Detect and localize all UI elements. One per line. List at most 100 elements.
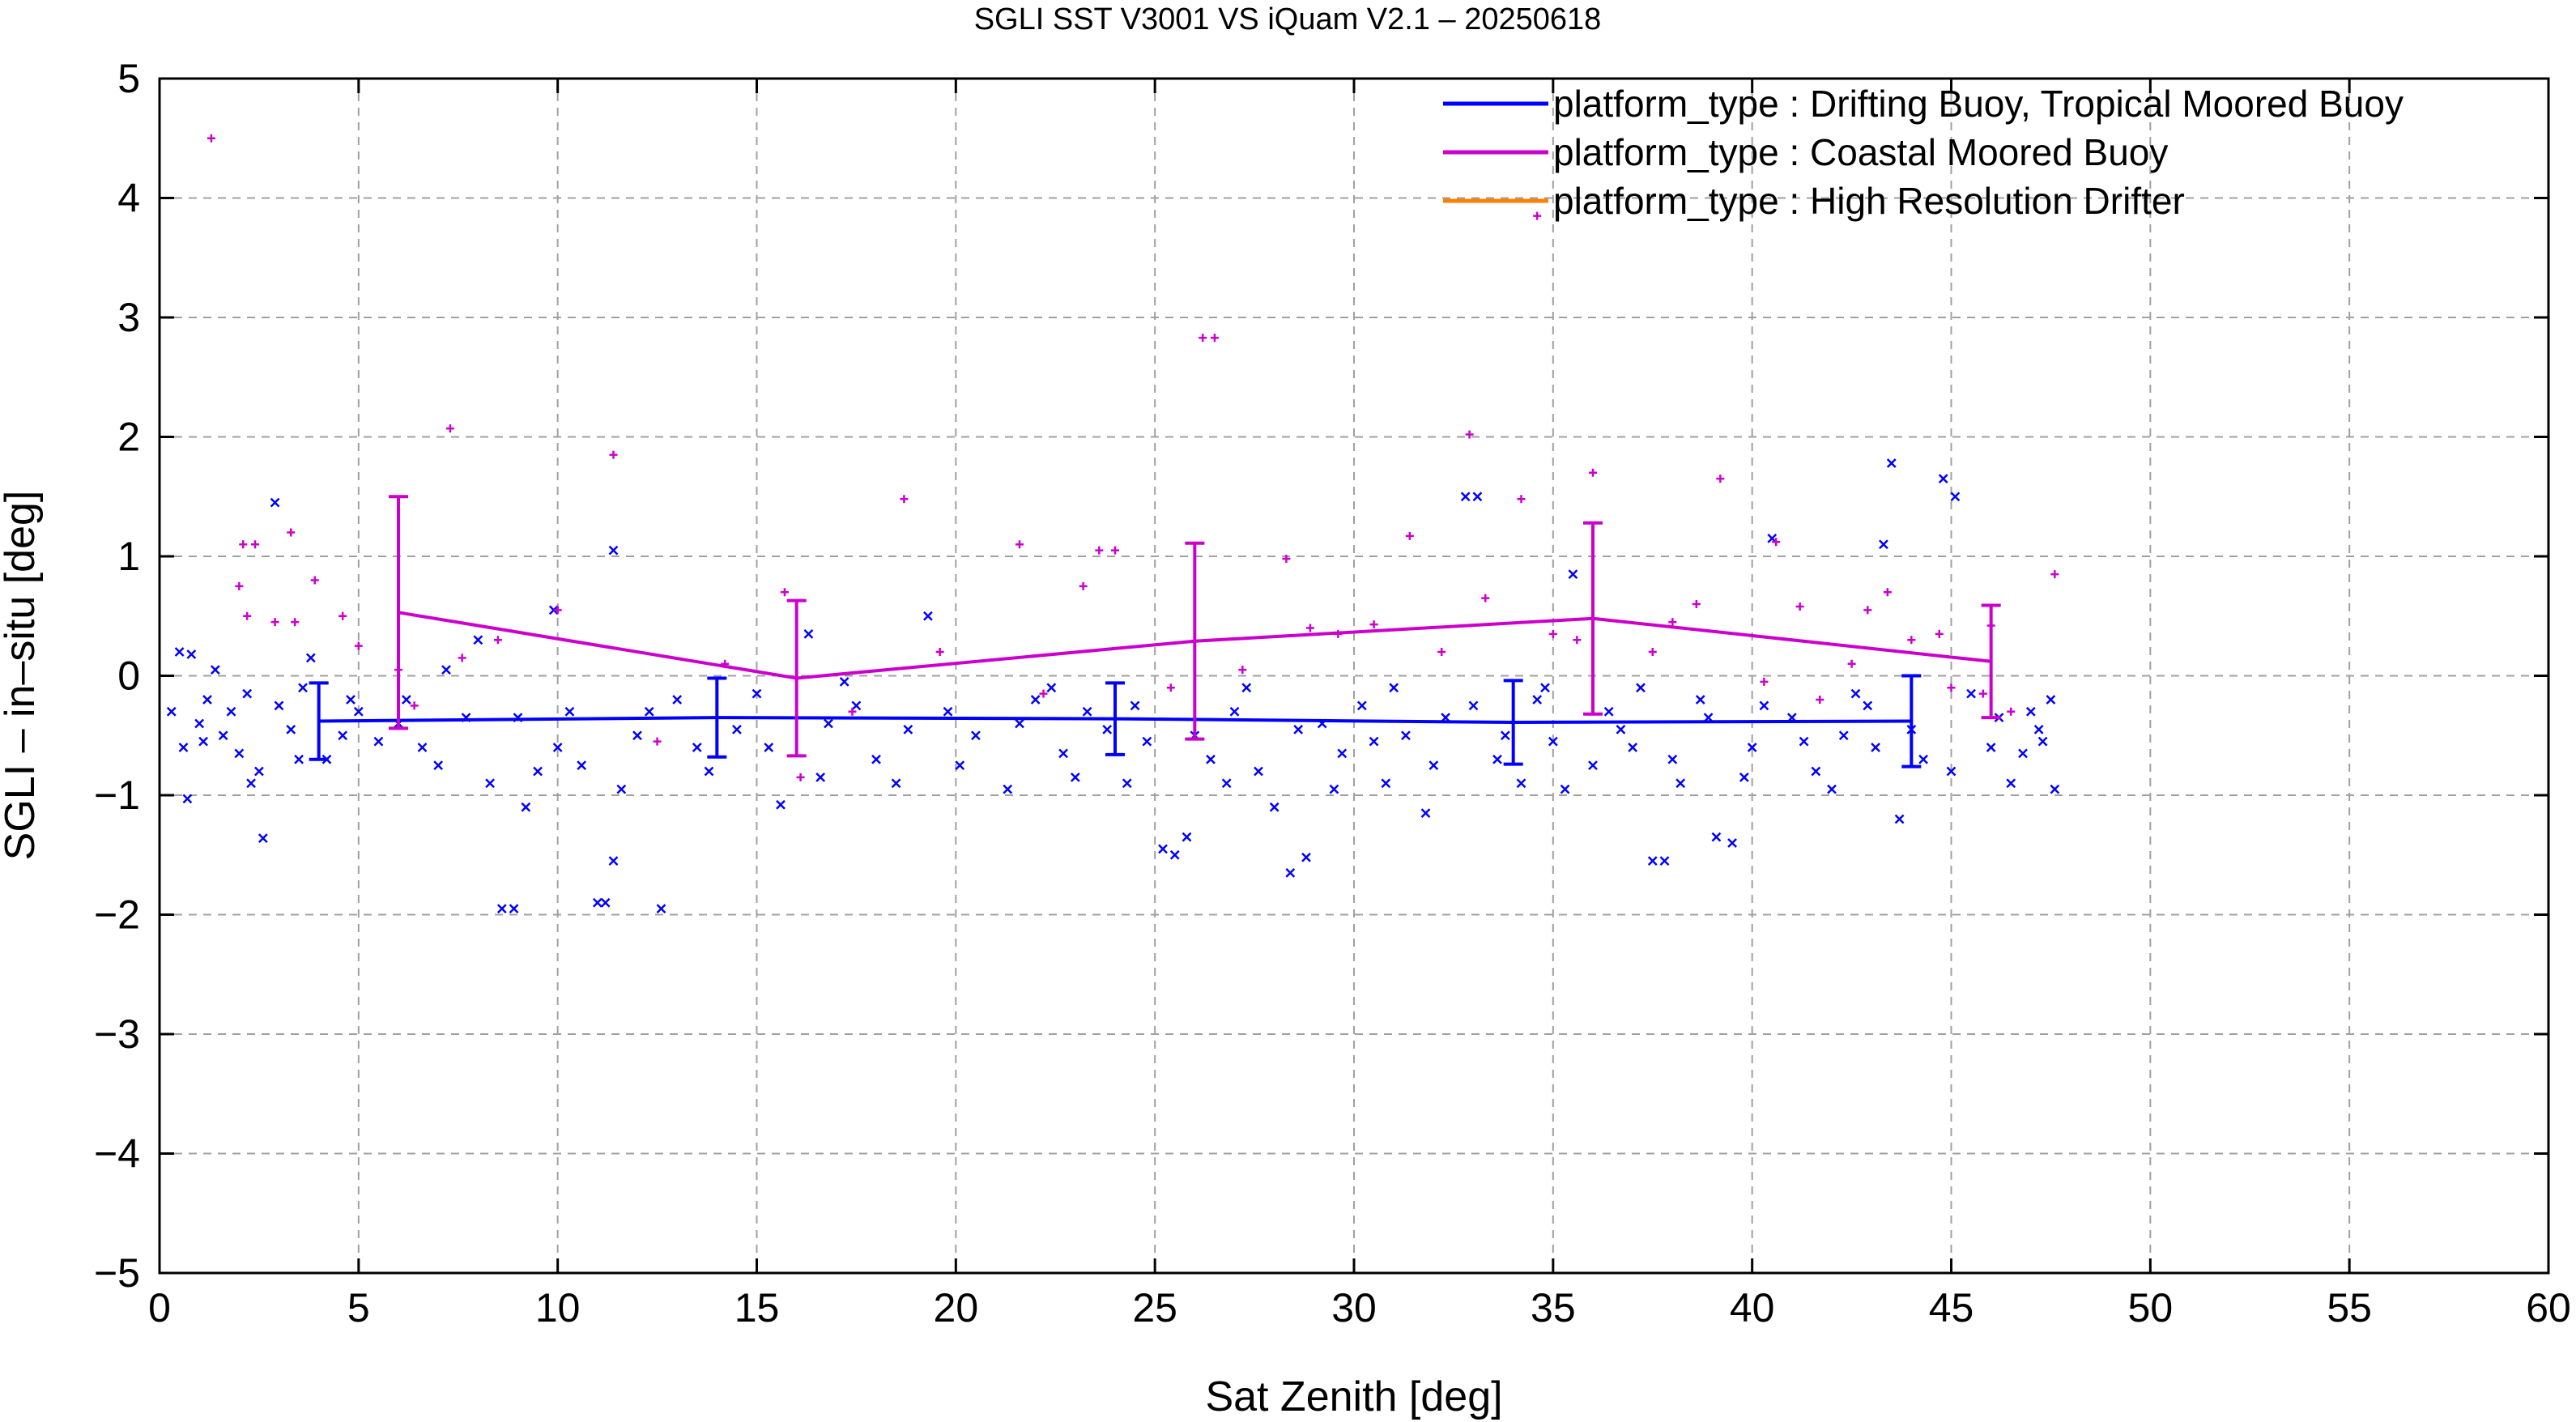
data-point — [2050, 570, 2059, 579]
data-point — [194, 718, 205, 729]
data-point — [1716, 475, 1725, 483]
data-point — [246, 778, 256, 789]
data-point — [1946, 766, 1956, 777]
data-point — [1079, 581, 1088, 590]
data-point — [1301, 852, 1311, 862]
data-point — [310, 576, 319, 585]
data-point — [776, 799, 786, 810]
data-point — [851, 700, 862, 711]
data-point — [796, 773, 805, 781]
data-point — [2037, 736, 2048, 747]
data-point — [1918, 754, 1928, 764]
data-point — [1166, 683, 1175, 692]
data-point — [243, 611, 252, 620]
y-tick-label: 0 — [117, 654, 140, 699]
data-point — [174, 647, 185, 657]
data-point — [1589, 468, 1597, 477]
data-point — [1389, 683, 1399, 693]
data-point — [1015, 718, 1024, 729]
data-point — [955, 760, 965, 771]
data-point — [1517, 495, 1526, 504]
data-point — [692, 743, 702, 752]
data-point — [1978, 689, 1987, 698]
data-point — [1711, 832, 1722, 842]
data-point — [656, 904, 666, 914]
data-point — [493, 636, 502, 645]
data-point — [1481, 594, 1490, 602]
data-point — [1082, 706, 1092, 717]
data-point — [1879, 539, 1888, 550]
data-point — [1727, 838, 1737, 848]
data-point — [752, 688, 762, 699]
data-point — [609, 450, 618, 459]
data-point — [1381, 778, 1391, 789]
data-point — [1468, 700, 1479, 711]
data-point — [226, 706, 236, 717]
data-point — [653, 737, 662, 746]
x-tick-label: 50 — [2128, 1285, 2174, 1330]
legend-label: platform_type : High Resolution Drifter — [1553, 180, 2185, 222]
data-point — [287, 528, 296, 537]
data-point — [346, 695, 356, 705]
data-point — [239, 540, 248, 549]
data-point — [815, 772, 826, 782]
data-point — [1492, 754, 1502, 764]
data-point — [2018, 748, 2028, 759]
data-point — [564, 706, 575, 717]
data-point — [410, 701, 419, 710]
x-tick-label: 0 — [148, 1285, 171, 1330]
data-point — [1938, 474, 1948, 484]
data-point — [1420, 808, 1431, 819]
data-point — [1516, 778, 1526, 789]
data-point — [251, 540, 259, 549]
data-point — [207, 134, 215, 143]
data-point — [354, 641, 363, 650]
data-point — [1675, 778, 1686, 789]
data-point — [521, 802, 531, 812]
data-point — [553, 606, 562, 615]
data-point — [198, 736, 208, 747]
data-point — [903, 724, 913, 734]
data-point — [1460, 492, 1471, 502]
data-point — [1886, 458, 1897, 468]
data-point — [1695, 695, 1705, 705]
data-point — [1293, 724, 1304, 734]
data-point — [1667, 754, 1678, 764]
data-point — [242, 688, 253, 699]
data-point — [338, 730, 348, 741]
data-point — [254, 766, 264, 777]
data-point — [1616, 724, 1626, 734]
data-point — [1206, 754, 1216, 764]
data-point — [552, 743, 563, 752]
data-point — [704, 766, 714, 777]
data-point — [2050, 784, 2060, 794]
data-point — [270, 618, 279, 627]
y-tick-label: 1 — [117, 534, 140, 579]
data-point — [1668, 618, 1677, 627]
data-point — [234, 748, 245, 759]
data-point — [2025, 706, 2036, 717]
data-point — [1795, 602, 1804, 611]
data-point — [935, 648, 944, 656]
y-tick-label: −3 — [94, 1011, 140, 1057]
data-point — [1158, 844, 1168, 854]
data-point — [1799, 736, 1809, 747]
data-point — [485, 778, 495, 789]
data-point — [1827, 784, 1837, 794]
data-point — [294, 754, 304, 764]
x-tick-label: 20 — [934, 1285, 979, 1330]
data-point — [1182, 832, 1192, 842]
data-point — [1030, 695, 1041, 705]
data-point — [1238, 666, 1247, 675]
data-point — [732, 724, 742, 734]
data-point — [577, 760, 587, 771]
x-tick-label: 40 — [1730, 1285, 1775, 1330]
data-point — [608, 856, 619, 866]
data-point — [1573, 636, 1582, 645]
data-point — [258, 833, 268, 843]
data-point — [616, 784, 627, 794]
data-point — [202, 695, 212, 705]
data-point — [178, 743, 189, 752]
data-point — [1269, 802, 1279, 812]
data-point — [1015, 540, 1024, 549]
